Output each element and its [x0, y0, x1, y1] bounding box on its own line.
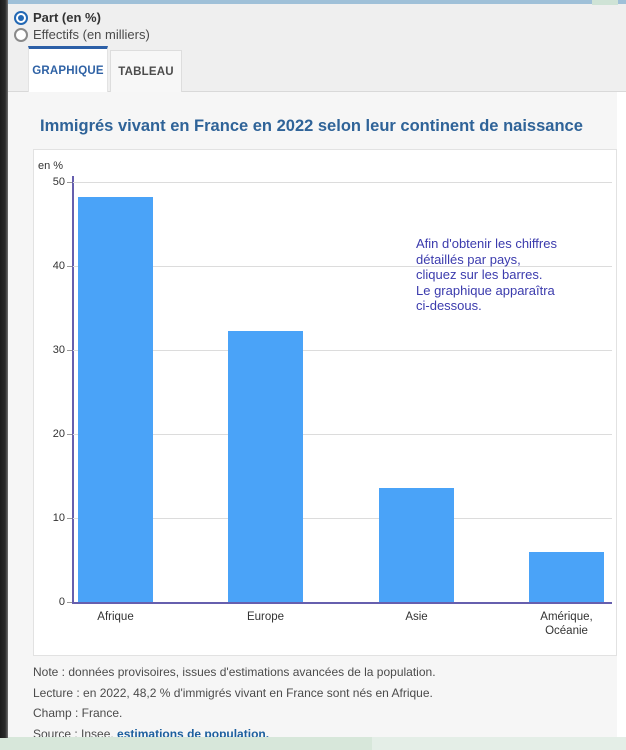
top-right-sliver: [592, 0, 618, 5]
annotation-line: ci-dessous.: [416, 298, 482, 313]
x-axis: [72, 602, 612, 604]
y-tick-mark: [67, 602, 72, 603]
x-axis-label-afrique: Afrique: [97, 611, 134, 623]
annotation-line: Afin d'obtenir les chiffres: [416, 236, 557, 251]
x-axis-label-europe: Europe: [246, 611, 285, 623]
note-line: Note : données provisoires, issues d'est…: [33, 665, 436, 679]
y-tick-label-50: 50: [52, 176, 65, 188]
bar-asie[interactable]: [379, 488, 454, 602]
lecture-line: Lecture : en 2022, 48,2 % d'immigrés viv…: [33, 685, 433, 700]
y-tick-label-0: 0: [58, 596, 65, 608]
champ-line: Champ : France.: [33, 706, 123, 720]
y-tick-label-40: 40: [52, 260, 65, 272]
tab-graphique[interactable]: GRAPHIQUE: [28, 46, 108, 92]
y-tick-label-30: 30: [52, 344, 65, 356]
tab-divider: [8, 91, 626, 92]
bottom-strip: [0, 737, 372, 750]
x-axis-label-asie: Asie: [405, 611, 428, 623]
gridline-50: [73, 182, 612, 183]
bar-afrique[interactable]: [78, 197, 153, 602]
y-tick-mark: [67, 350, 72, 351]
y-tick-mark: [67, 266, 72, 267]
y-tick-mark: [67, 434, 72, 435]
bar-amerique-oceanie[interactable]: [529, 552, 604, 602]
radio-option-part-label: Part (en %): [33, 10, 101, 25]
gridline-20: [73, 434, 612, 435]
y-axis: [72, 176, 74, 603]
radio-option-effectifs[interactable]: Effectifs (en milliers): [14, 26, 150, 43]
x-axis-label-amerique-oceanie: Amérique, Océanie: [540, 611, 593, 637]
bar-europe[interactable]: [228, 331, 303, 602]
chart-notes: Note : données provisoires, issues d'est…: [33, 662, 617, 744]
annotation-line: Le graphique apparaîtra: [416, 282, 555, 298]
tab-tableau[interactable]: TABLEAU: [110, 50, 182, 92]
chart-title: Immigrés vivant en France en 2022 selon …: [40, 117, 583, 135]
y-tick-label-10: 10: [52, 512, 65, 524]
gridline-10: [73, 518, 612, 519]
bottom-strip-light: [372, 737, 626, 750]
annotation-line: détaillés par pays,: [416, 251, 521, 267]
radio-option-effectifs-label: Effectifs (en milliers): [33, 27, 150, 42]
y-axis-unit-label: en %: [38, 160, 64, 172]
window-edge: [0, 0, 8, 738]
y-tick-label-20: 20: [52, 428, 65, 440]
y-tick-mark: [67, 518, 72, 519]
gridline-40: [73, 266, 612, 267]
radio-option-part[interactable]: Part (en %): [14, 9, 150, 26]
chart-card: en % 0 10 20 30 40 50 Afrique Europe Asie Amériqu…: [33, 149, 617, 656]
radio-unselected-icon[interactable]: [14, 27, 28, 42]
annotation-line: cliquez sur les barres.: [416, 267, 543, 282]
unit-radio-group: Part (en %) Effectifs (en milliers): [14, 9, 150, 43]
gridline-30: [73, 350, 612, 351]
chart-annotation: Afin d'obtenir les chiffres détaillés par…: [416, 236, 601, 314]
radio-selected-icon[interactable]: [14, 10, 28, 25]
top-accent-line: [0, 0, 626, 4]
y-tick-mark: [67, 182, 72, 183]
